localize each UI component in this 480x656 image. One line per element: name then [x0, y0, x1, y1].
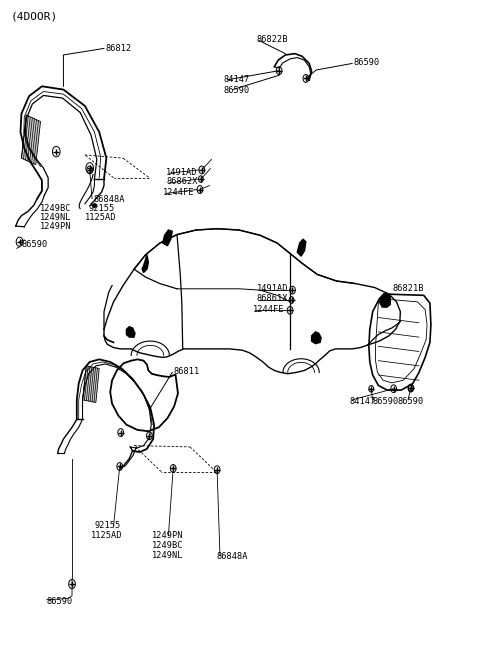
- Polygon shape: [83, 366, 99, 403]
- Text: 86590: 86590: [372, 397, 399, 405]
- Text: 86861X: 86861X: [257, 294, 288, 303]
- Text: 1491AD: 1491AD: [166, 168, 198, 177]
- Text: 1249PN: 1249PN: [152, 531, 183, 541]
- Polygon shape: [163, 230, 172, 246]
- Text: 86590: 86590: [223, 86, 250, 94]
- Polygon shape: [312, 332, 321, 344]
- Text: 84147: 84147: [223, 75, 250, 84]
- Text: 1249BC: 1249BC: [152, 541, 183, 550]
- Text: (4DOOR): (4DOOR): [11, 11, 58, 21]
- Text: 86862X: 86862X: [166, 177, 198, 186]
- Text: 1249BC: 1249BC: [39, 204, 71, 213]
- Polygon shape: [142, 255, 148, 272]
- Text: 86822B: 86822B: [257, 35, 288, 44]
- Text: 86812: 86812: [106, 44, 132, 53]
- Text: 1249NL: 1249NL: [39, 213, 71, 222]
- Polygon shape: [379, 294, 390, 307]
- Text: 86848A: 86848A: [93, 195, 124, 204]
- Text: 92155: 92155: [95, 522, 121, 531]
- Text: 86590: 86590: [397, 397, 424, 405]
- Polygon shape: [126, 327, 135, 337]
- Text: 86821B: 86821B: [393, 284, 424, 293]
- Text: 1244FE: 1244FE: [163, 188, 194, 197]
- Text: 1125AD: 1125AD: [91, 531, 122, 540]
- Text: 1491AD: 1491AD: [257, 284, 288, 293]
- Text: 86811: 86811: [173, 367, 199, 376]
- Text: 86590: 86590: [354, 58, 380, 68]
- Text: 84147: 84147: [350, 397, 376, 405]
- Text: 86590: 86590: [22, 240, 48, 249]
- Polygon shape: [22, 115, 40, 165]
- Polygon shape: [297, 239, 306, 256]
- Text: 92155: 92155: [88, 204, 115, 213]
- Text: 86590: 86590: [47, 596, 73, 605]
- Text: 1125AD: 1125AD: [85, 213, 117, 222]
- Text: 86848A: 86848A: [216, 552, 248, 561]
- Text: 1249PN: 1249PN: [39, 222, 71, 232]
- Text: 1249NL: 1249NL: [152, 551, 183, 560]
- Text: 1244FE: 1244FE: [253, 304, 285, 314]
